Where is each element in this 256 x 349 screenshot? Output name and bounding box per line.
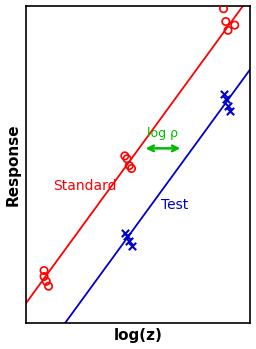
Point <box>228 108 232 113</box>
Point <box>44 279 48 284</box>
Point <box>226 28 230 33</box>
X-axis label: log(z): log(z) <box>114 328 163 343</box>
Point <box>123 230 127 236</box>
Point <box>42 274 46 279</box>
Point <box>123 153 127 159</box>
Point <box>221 91 226 97</box>
Point <box>125 156 129 162</box>
Point <box>127 163 131 169</box>
Text: Standard: Standard <box>53 179 116 193</box>
Point <box>221 6 226 12</box>
Point <box>224 19 228 24</box>
Point <box>125 233 129 239</box>
Text: Test: Test <box>161 198 188 211</box>
Point <box>233 22 237 28</box>
Point <box>130 166 134 171</box>
Point <box>226 103 230 109</box>
Point <box>42 347 46 349</box>
Text: log ρ: log ρ <box>147 127 178 140</box>
Point <box>47 283 51 289</box>
Y-axis label: Response: Response <box>6 123 20 206</box>
Point <box>42 268 46 273</box>
Point <box>224 96 228 102</box>
Point <box>127 238 131 244</box>
Point <box>130 243 134 248</box>
